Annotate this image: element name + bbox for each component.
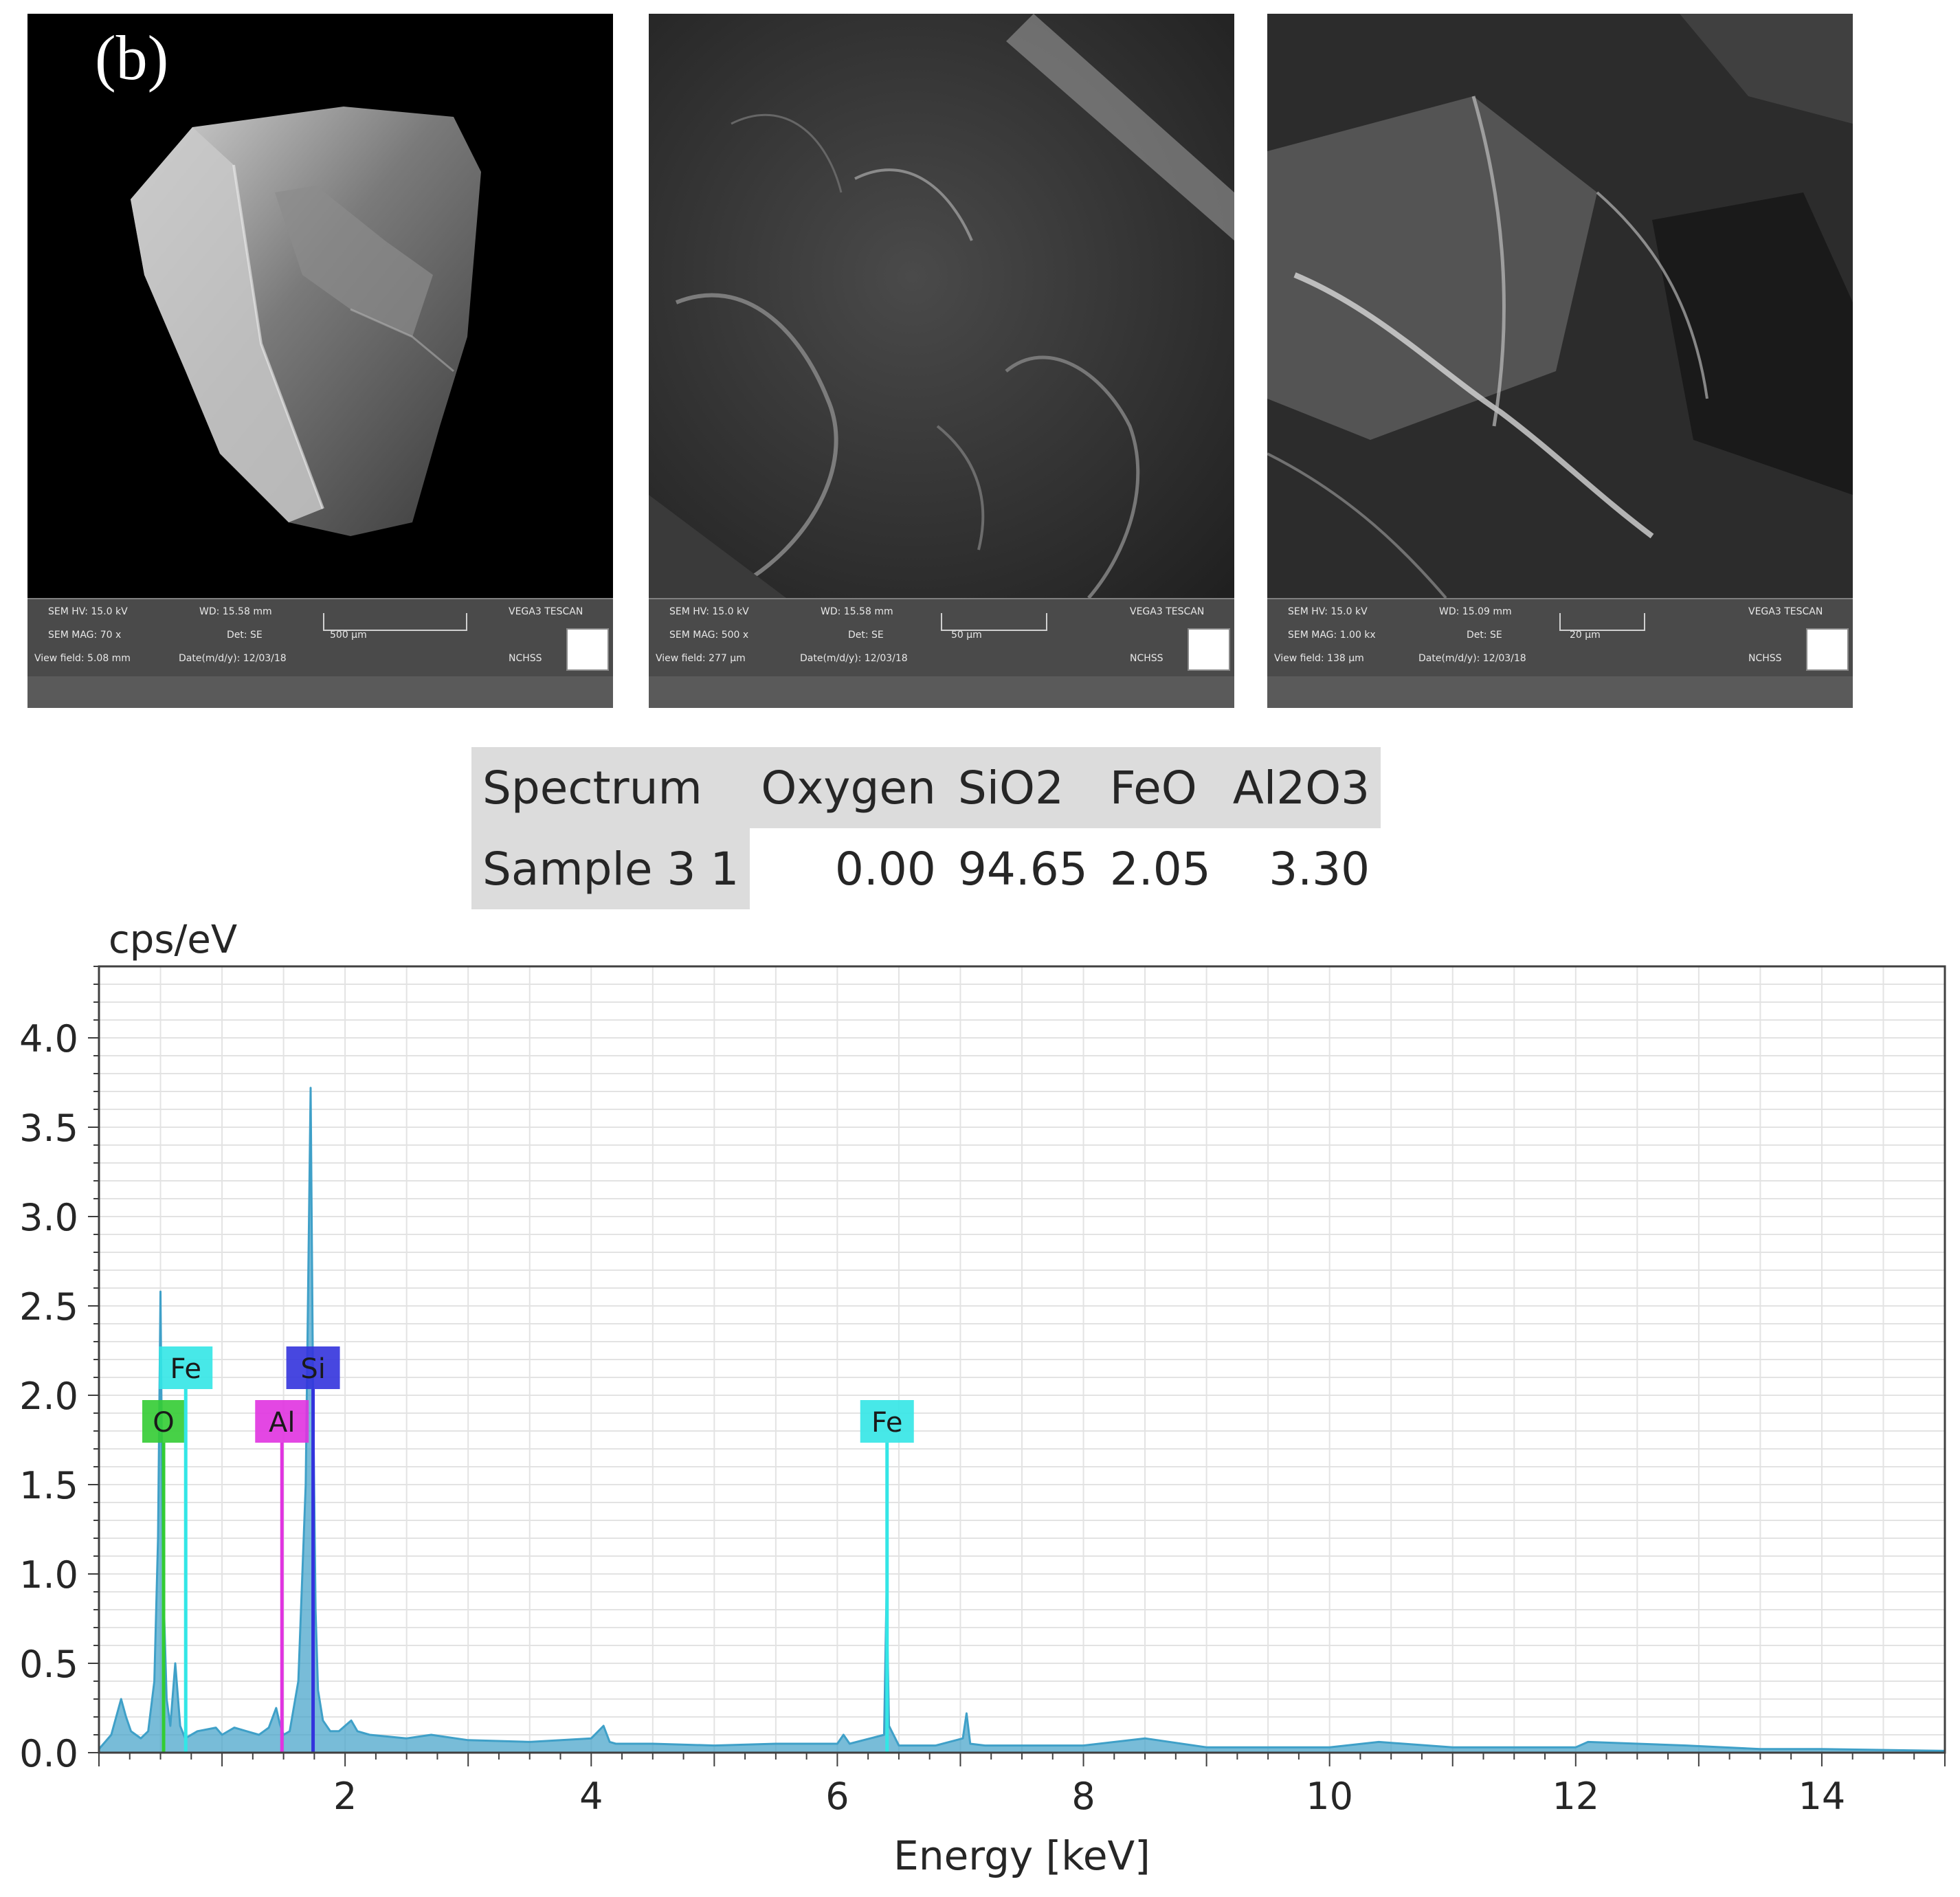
sem-hv: SEM HV: 15.0 kV [48, 606, 128, 617]
peak-label-al: Al [269, 1407, 295, 1439]
y-tick-label: 1.5 [19, 1464, 78, 1507]
x-tick-label: 10 [1306, 1775, 1353, 1818]
peak-label-fe: Fe [871, 1407, 902, 1439]
peak-label-o: O [153, 1407, 174, 1439]
sem-databar: SEM HV: 15.0 kV WD: 15.09 mm VEGA3 TESCA… [1267, 598, 1853, 708]
sem-date: Date(m/d/y): 12/03/18 [1418, 653, 1526, 664]
sem-scale-bar [941, 613, 1047, 631]
sem-lab: NCHSS [1130, 653, 1163, 664]
sem-micrograph-surface-1kx [1267, 14, 1853, 598]
plot-frame [98, 965, 1946, 1754]
sem-micrograph-surface-500x [649, 14, 1234, 598]
sem-wd: WD: 15.58 mm [821, 606, 893, 617]
table-header-row: Spectrum Oxygen SiO2 FeO Al2O3 [471, 747, 1381, 828]
y-tick-label: 1.0 [19, 1553, 78, 1597]
sem-wd: WD: 15.09 mm [1439, 606, 1512, 617]
x-tick-label: 6 [825, 1775, 849, 1818]
sem-brand: VEGA3 TESCAN [509, 606, 583, 617]
peak-label-box [860, 1400, 914, 1443]
table-header-cell: Al2O3 [1221, 747, 1381, 828]
sem-date: Date(m/d/y): 12/03/18 [800, 653, 908, 664]
x-tick-label: 4 [579, 1775, 603, 1818]
y-tick-label: 3.0 [19, 1196, 78, 1239]
sem-detector: Det: SE [848, 630, 884, 641]
sem-wd: WD: 15.58 mm [199, 606, 272, 617]
sem-scale-bar [323, 613, 467, 631]
x-axis-label: Energy [keV] [893, 1832, 1150, 1879]
table-header-cell: SiO2 [946, 747, 1099, 828]
x-tick-label: 8 [1071, 1775, 1095, 1818]
sem-micrograph-particle [27, 14, 613, 598]
sem-detector: Det: SE [1467, 630, 1502, 641]
tescan-logo [1188, 628, 1230, 671]
chart-series [98, 1087, 1946, 1754]
sem-scale-bar [1559, 613, 1645, 631]
sem-image-3: SEM HV: 15.0 kV WD: 15.09 mm VEGA3 TESCA… [1267, 14, 1853, 708]
sem-brand: VEGA3 TESCAN [1130, 606, 1205, 617]
sem-lab: NCHSS [509, 653, 542, 664]
sem-lab: NCHSS [1748, 653, 1782, 664]
spectrum-series [98, 1087, 1946, 1754]
table-cell: 2.05 [1109, 842, 1211, 896]
y-tick-label: 0.5 [19, 1643, 78, 1686]
table-row-label: Sample 3 1 [471, 828, 750, 909]
y-tick-label: 2.0 [19, 1375, 78, 1418]
sem-databar: SEM HV: 15.0 kV WD: 15.58 mm VEGA3 TESCA… [649, 598, 1234, 708]
chart-grid [99, 966, 1945, 1753]
sem-scale-label: 50 μm [951, 630, 982, 641]
peak-label-box [159, 1346, 213, 1389]
y-tick-label: 2.5 [19, 1285, 78, 1329]
sem-date: Date(m/d/y): 12/03/18 [179, 653, 287, 664]
table-row: Sample 3 1 0.00 94.65 2.05 3.30 [471, 828, 1381, 909]
y-axis-label: cps/eV [109, 918, 237, 962]
table-header-cell: FeO [1098, 747, 1222, 828]
sem-scale-label: 20 μm [1570, 630, 1601, 641]
composition-table-wrap: Spectrum Oxygen SiO2 FeO Al2O3 Sample 3 … [471, 747, 1381, 909]
sem-view-field: View field: 138 μm [1274, 653, 1364, 664]
sem-scale-label: 500 μm [330, 630, 367, 641]
tescan-logo [566, 628, 609, 671]
peak-label-box [286, 1346, 340, 1389]
y-tick-label: 3.5 [19, 1107, 78, 1150]
sem-mag: SEM MAG: 1.00 kx [1288, 630, 1376, 641]
sem-mag: SEM MAG: 500 x [669, 630, 749, 641]
table-cell: 0.00 [834, 842, 936, 896]
chart-ticks [88, 966, 1946, 1766]
sem-view-field: View field: 277 μm [656, 653, 746, 664]
table-cell: 94.65 [957, 842, 1088, 896]
panel-label: (b) [95, 23, 169, 93]
table-header-cell: Spectrum [471, 747, 750, 828]
composition-table: Spectrum Oxygen SiO2 FeO Al2O3 Sample 3 … [471, 747, 1381, 909]
peak-label-fe: Fe [170, 1353, 201, 1385]
x-tick-labels: 2 4 6 8 10 12 14 [333, 1775, 1845, 1818]
y-tick-label: 4.0 [19, 1017, 78, 1061]
peak-label-box [255, 1400, 309, 1443]
x-tick-label: 14 [1798, 1775, 1846, 1818]
table-cell: 3.30 [1269, 842, 1370, 896]
y-tick-label: 0.0 [19, 1732, 78, 1775]
x-tick-label: 2 [333, 1775, 357, 1818]
sem-brand: VEGA3 TESCAN [1748, 606, 1823, 617]
sem-detector: Det: SE [227, 630, 263, 641]
sem-image-1: (b) SEM HV: 15.0 kV WD: 15.58 mm VEGA3 T… [27, 14, 613, 708]
sem-databar: SEM HV: 15.0 kV WD: 15.58 mm VEGA3 TESCA… [27, 598, 613, 708]
sem-image-2: SEM HV: 15.0 kV WD: 15.58 mm VEGA3 TESCA… [649, 14, 1234, 708]
peak-label-box [142, 1400, 186, 1443]
sem-view-field: View field: 5.08 mm [34, 653, 131, 664]
sem-hv: SEM HV: 15.0 kV [669, 606, 749, 617]
sem-mag: SEM MAG: 70 x [48, 630, 122, 641]
y-tick-labels: 0.0 0.5 1.0 1.5 2.0 2.5 3.0 3.5 4.0 [19, 1017, 78, 1775]
tescan-logo [1806, 628, 1849, 671]
x-tick-label: 12 [1552, 1775, 1599, 1818]
table-header-cell: Oxygen [750, 747, 947, 828]
peak-label-si: Si [300, 1353, 326, 1385]
sem-hv: SEM HV: 15.0 kV [1288, 606, 1368, 617]
